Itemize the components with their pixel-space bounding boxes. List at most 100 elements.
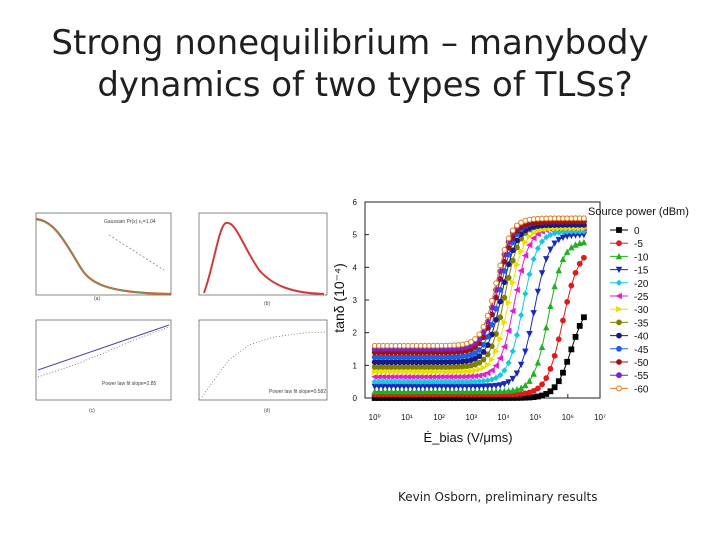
series-point (505, 274, 512, 281)
series-point (434, 368, 441, 376)
legend-label: -15 (634, 266, 649, 277)
panel-d-caption: (d) (264, 408, 270, 414)
title-line-1: Strong nonequilibrium – manybody (51, 23, 649, 63)
series-point (493, 280, 499, 287)
series-point (409, 368, 416, 376)
series-point (380, 368, 387, 376)
series-point (413, 387, 420, 395)
legend-marker (615, 279, 623, 286)
y-tick-label: 4 (353, 263, 358, 272)
series-point (560, 369, 566, 376)
series-point (547, 388, 554, 395)
chart-series (371, 215, 588, 401)
series-point (471, 387, 479, 395)
series-point (497, 387, 504, 395)
series-point (505, 327, 512, 334)
series-point (563, 248, 571, 255)
series-point (518, 311, 525, 319)
legend-label: -45 (634, 345, 649, 356)
legend-label: -10 (634, 252, 649, 263)
series-point (530, 229, 538, 237)
series-point (530, 388, 537, 394)
y-tick-label: 0 (353, 394, 358, 403)
series-point (555, 236, 563, 244)
series-point (538, 238, 546, 245)
series-point (513, 370, 521, 377)
series-point (447, 368, 454, 376)
series-point (514, 222, 520, 229)
series-point (525, 241, 533, 249)
legend-marker (616, 305, 623, 313)
y-tick-label: 6 (353, 198, 358, 207)
series-point (480, 364, 488, 371)
series-point (497, 314, 504, 321)
series-point (543, 323, 550, 331)
series-point (534, 230, 541, 238)
series-point (388, 378, 395, 385)
series-point (505, 379, 512, 386)
legend-marker (616, 332, 622, 339)
series-point (425, 378, 433, 385)
panel-c-caption: (c) (89, 408, 95, 414)
series-point (459, 368, 467, 375)
series-point (534, 359, 542, 366)
series-point (580, 238, 588, 246)
panel-b: (b) (198, 212, 328, 307)
series-point (476, 359, 483, 366)
series-point (492, 382, 500, 390)
series-point (488, 383, 496, 390)
series-point (564, 358, 571, 365)
series-point (472, 378, 479, 385)
series-point (463, 368, 471, 375)
legend-entry: -50 (610, 358, 649, 369)
series-point (514, 261, 521, 268)
series-point (509, 279, 517, 286)
x-tick-label: 10⁵ (530, 413, 542, 422)
legend-label: -20 (634, 279, 649, 290)
series-point (413, 378, 420, 385)
series-point (472, 350, 479, 356)
series-point (484, 383, 491, 390)
series-point (501, 247, 508, 253)
series-point (404, 387, 412, 395)
chart-legend: 0 -5 -10 -15 -20 -25 -30 -35 -40 -45 -50 -55 -60 (610, 226, 649, 395)
series-point (526, 377, 533, 384)
series-point (417, 368, 425, 376)
series-point (513, 332, 521, 339)
legend-label: -55 (634, 371, 649, 382)
series-point (442, 387, 450, 395)
y-tick-label: 5 (353, 231, 358, 240)
series-point (413, 368, 421, 376)
panel-d: Power law fit slope=0.582 (d) (198, 319, 328, 414)
series-point (401, 368, 408, 376)
series-point (505, 387, 512, 394)
series-point (547, 231, 554, 238)
series-point (375, 387, 383, 395)
legend-label: -35 (634, 318, 649, 329)
series-point (434, 387, 441, 395)
series-point (451, 378, 458, 385)
loss-tangent-chart: 0 1 2 3 4 5 6 10⁰ 10¹ 10² 10³ 10⁴ 10⁵ 10⁶ 10⁷ 0 -5 -10 -1… (331, 198, 689, 445)
legend-entry: -20 (610, 279, 649, 290)
series-point (446, 387, 454, 395)
series-point (475, 372, 483, 379)
series-point (472, 367, 479, 374)
series-point (497, 335, 504, 343)
series-point (455, 378, 462, 385)
series-point (392, 368, 400, 376)
series-point (434, 378, 441, 385)
series-point (476, 387, 483, 395)
series-point (476, 366, 483, 373)
series-point (468, 367, 475, 375)
legend-marker (616, 345, 622, 352)
series-point (576, 322, 583, 329)
series-point (484, 351, 491, 358)
series-point (501, 381, 508, 388)
series-point (379, 378, 387, 385)
series-point (446, 378, 454, 385)
legend-entry: -40 (610, 332, 649, 343)
series-point (493, 316, 499, 323)
series-point (547, 302, 554, 310)
series-point (522, 290, 529, 297)
series-point (384, 387, 391, 395)
